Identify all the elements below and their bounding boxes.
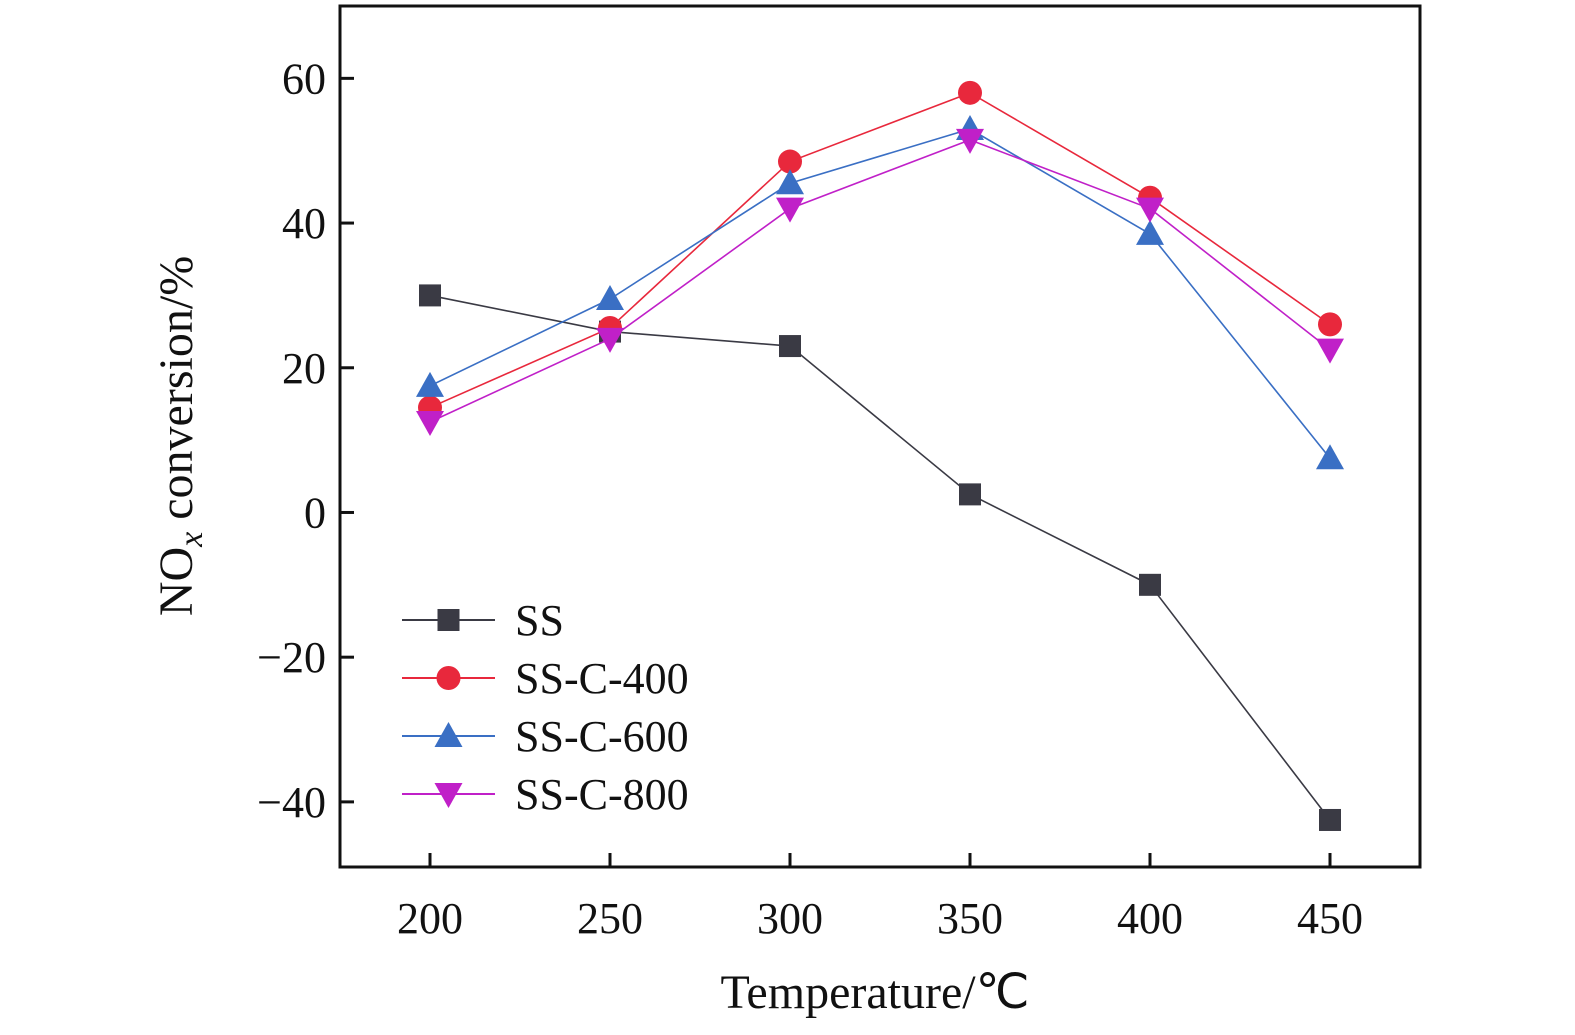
data-point (416, 411, 444, 437)
data-point (1136, 219, 1164, 245)
series-ss-c-800 (416, 128, 1344, 437)
y-tick-label: 60 (282, 54, 326, 103)
data-point (596, 327, 624, 353)
series-line (429, 128, 1331, 459)
data-point (419, 284, 441, 307)
plot-frame (338, 4, 1422, 869)
data-point (1139, 573, 1161, 596)
legend-label: SS-C-400 (515, 654, 689, 703)
x-tick-label: 400 (1117, 894, 1183, 943)
series-layer (416, 80, 1344, 831)
x-tick-label: 300 (757, 894, 823, 943)
legend-marker (437, 609, 460, 631)
y-axis-title-rest: conversion/% (150, 256, 203, 532)
series-line (429, 91, 1331, 409)
legend-label: SS-C-600 (515, 712, 689, 761)
data-point (776, 169, 804, 195)
x-tick-label: 350 (937, 894, 1003, 943)
data-point (956, 128, 984, 154)
legend-item: SS-C-600 (402, 712, 689, 761)
data-point (416, 371, 444, 397)
y-axis-title-subscript: x (173, 532, 210, 548)
legend: SS SS-C-400 SS-C-600 SS-C-800 (402, 596, 689, 819)
legend-label: SS-C-800 (515, 770, 689, 819)
y-tick-label: 0 (304, 488, 326, 537)
data-point (1318, 312, 1342, 337)
series-line (429, 138, 1331, 423)
y-tick-label: −40 (257, 778, 326, 827)
data-point (1316, 444, 1344, 470)
x-tick-label: 450 (1297, 894, 1363, 943)
legend-marker (434, 722, 463, 747)
legend-marker (436, 666, 461, 690)
data-point (1316, 338, 1344, 364)
x-tick-label: 250 (577, 894, 643, 943)
legend-item: SS-C-800 (402, 770, 689, 819)
data-point (779, 335, 801, 358)
x-axis-title: Temperature/℃ (720, 966, 1029, 1019)
y-axis: 60 40 20 0 −20 −40 (257, 54, 354, 827)
x-axis: 200 250 300 350 400 450 (397, 853, 1363, 943)
y-tick-label: 20 (282, 344, 326, 393)
legend-item: SS-C-400 (402, 654, 689, 703)
y-tick-label: 40 (282, 199, 326, 248)
y-tick-label: −20 (257, 633, 326, 682)
data-point (778, 149, 802, 174)
y-axis-title: NOx conversion/% (150, 256, 210, 616)
y-axis-title-main: NO (150, 547, 203, 616)
legend-item: SS (402, 596, 564, 645)
legend-label: SS (515, 596, 564, 645)
data-point (596, 285, 624, 311)
data-point (959, 483, 981, 506)
legend-marker (434, 783, 463, 808)
series-ss-c-600 (416, 115, 1344, 470)
data-point (1136, 197, 1164, 223)
data-point (958, 80, 982, 105)
series-line (429, 294, 1331, 821)
data-point (1319, 808, 1341, 831)
data-point (776, 197, 804, 223)
x-tick-label: 200 (397, 894, 463, 943)
